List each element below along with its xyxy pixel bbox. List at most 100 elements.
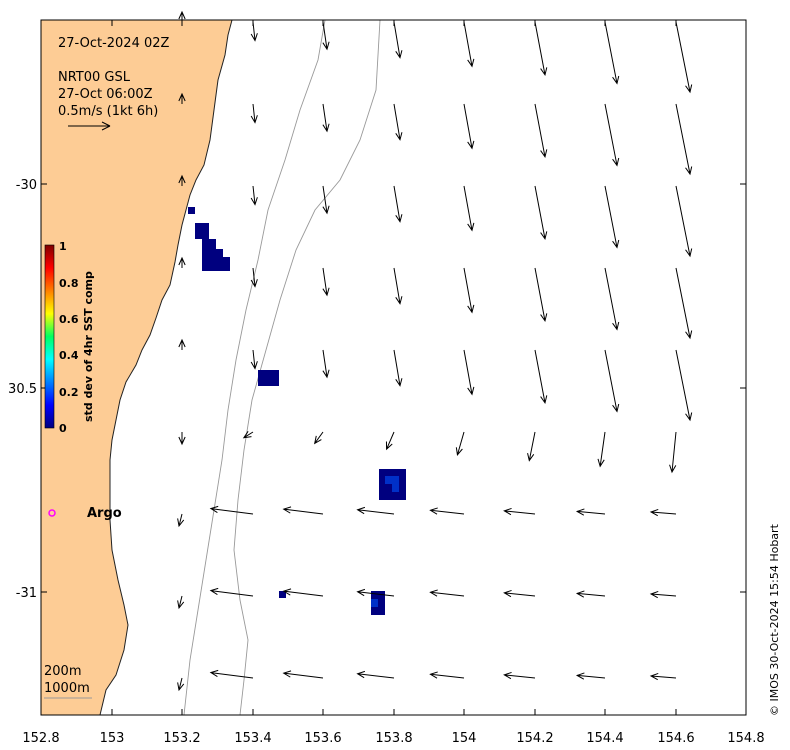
- current-vector: [385, 431, 395, 451]
- current-vector: [675, 267, 693, 340]
- current-vector: [463, 21, 475, 68]
- isobath-1000m: [233, 19, 381, 716]
- current-vector: [575, 590, 606, 598]
- current-vector: [604, 21, 620, 85]
- current-vector: [177, 677, 185, 692]
- colorbar-title: std dev of 4hr SST comp: [82, 271, 95, 422]
- current-vector: [463, 267, 475, 314]
- current-vector: [322, 349, 330, 379]
- current-vector: [393, 21, 403, 59]
- current-vector: [178, 432, 186, 446]
- lon-tick: 153.6: [304, 731, 341, 746]
- current-vector: [675, 21, 693, 94]
- current-vector: [455, 431, 465, 457]
- colorbar-tick: 0.2: [59, 386, 79, 399]
- scale-arrow-label: 0.5m/s (1kt 6h): [58, 104, 158, 119]
- current-vector: [527, 431, 536, 462]
- current-vector: [356, 506, 395, 515]
- current-vector: [597, 431, 606, 468]
- current-vector: [649, 590, 677, 599]
- lon-tick: 153: [100, 731, 125, 746]
- current-vector: [313, 431, 324, 445]
- current-vector: [178, 174, 186, 186]
- sst-stddev-lighter: [371, 476, 399, 607]
- lon-tick: 154.4: [586, 731, 623, 746]
- current-vector: [282, 506, 324, 515]
- lon-tick: 153.4: [234, 731, 271, 746]
- colorbar-tick: 0.6: [59, 313, 79, 326]
- timestamp-label: 27-Oct-2024 02Z: [58, 36, 170, 51]
- current-vector: [669, 431, 677, 474]
- current-vector: [429, 507, 465, 515]
- source-time-label: 27-Oct 06:00Z: [58, 87, 153, 102]
- current-vector: [675, 349, 693, 422]
- colorbar-ticks: 1 0.8 0.6 0.4 0.2 0: [59, 240, 79, 435]
- current-vector: [393, 267, 403, 305]
- current-vector: [177, 513, 185, 528]
- current-vector: [575, 508, 606, 516]
- axis-ticks: [40, 20, 747, 715]
- scale-arrow: [68, 121, 111, 131]
- lon-tick: 153.2: [163, 731, 200, 746]
- lon-tick: 153.8: [375, 731, 412, 746]
- current-vector: [393, 103, 403, 141]
- current-vector: [534, 21, 548, 77]
- colorbar-tick: 0: [59, 422, 67, 435]
- current-vector: [604, 185, 620, 249]
- current-vector: [209, 505, 254, 515]
- isobath-200m: [183, 19, 326, 716]
- lon-tick: 154.6: [657, 731, 694, 746]
- lat-tick-labels: -30 30.5 -31: [8, 178, 37, 601]
- lat-tick: -31: [16, 586, 37, 601]
- colorbar-tick: 0.8: [59, 277, 79, 290]
- current-vector: [463, 103, 475, 150]
- colorbar-tick: 0.4: [59, 349, 79, 362]
- current-vector: [604, 349, 620, 413]
- current-vector: [649, 672, 677, 681]
- current-vector: [503, 671, 536, 680]
- current-vector: [604, 103, 620, 167]
- current-vector: [463, 185, 475, 232]
- isobath-label-1000m: 1000m: [44, 681, 90, 696]
- lon-tick: 154.8: [727, 731, 764, 746]
- current-vector: [209, 587, 254, 597]
- land-mass: [40, 19, 233, 716]
- current-vector: [393, 349, 403, 387]
- current-vectors: [177, 10, 693, 692]
- sst-stddev-pixels: [188, 207, 406, 615]
- lon-tick-labels: 152.8 153 153.2 153.4 153.6 153.8 154 15…: [22, 731, 764, 746]
- source-label: NRT00 GSL: [58, 70, 131, 85]
- current-vector: [429, 671, 465, 679]
- current-vector: [429, 589, 465, 597]
- lon-tick: 152.8: [22, 731, 59, 746]
- current-vector: [575, 672, 606, 680]
- current-vector: [534, 349, 548, 405]
- current-vector: [178, 92, 186, 104]
- lat-tick: 30.5: [8, 382, 37, 397]
- credit-label: © IMOS 30-Oct-2024 15:54 Hobart: [768, 523, 781, 716]
- current-vector: [356, 670, 395, 679]
- current-vector: [322, 21, 330, 51]
- argo-label: Argo: [87, 506, 122, 521]
- current-vector: [250, 267, 258, 288]
- current-vector: [250, 103, 258, 124]
- current-vector: [534, 185, 548, 241]
- lat-tick: -30: [16, 178, 37, 193]
- current-vector: [503, 589, 536, 598]
- current-vector: [282, 670, 324, 679]
- current-vector: [322, 267, 330, 297]
- lon-tick: 154.2: [516, 731, 553, 746]
- colorbar-tick: 1: [59, 240, 67, 253]
- current-vector: [675, 103, 693, 176]
- current-vector: [534, 103, 548, 159]
- current-vector: [393, 185, 403, 223]
- current-vector: [463, 349, 475, 396]
- lon-tick: 154: [452, 731, 477, 746]
- argo-marker-icon: [48, 509, 56, 517]
- current-vector: [177, 595, 185, 610]
- current-vector: [242, 431, 254, 439]
- current-vector: [250, 185, 258, 206]
- current-vector: [178, 338, 186, 350]
- current-vector: [178, 256, 186, 268]
